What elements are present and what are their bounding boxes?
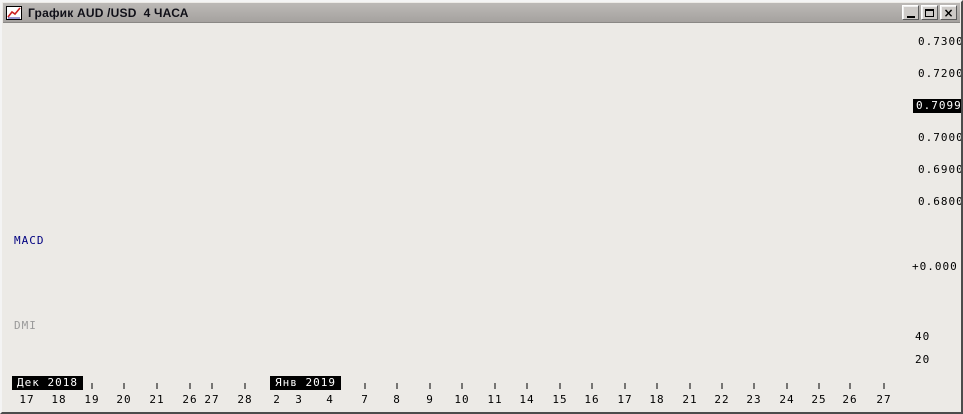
date-label: 16 (584, 393, 600, 406)
date-label: 27 (876, 393, 892, 406)
date-label: 21 (682, 393, 698, 406)
date-label: 8 (393, 393, 401, 406)
date-label: 23 (746, 393, 762, 406)
minimize-icon (906, 15, 915, 18)
date-label: 21 (149, 393, 165, 406)
date-label: 9 (426, 393, 434, 406)
date-label: 2 (273, 393, 281, 406)
price-label: 0.7300 (918, 35, 963, 48)
close-icon: × (943, 5, 954, 20)
date-label: 4 (326, 393, 334, 406)
dmi-scale-label: 20 (915, 353, 931, 366)
date-label: 18 (51, 393, 67, 406)
date-label: 10 (454, 393, 470, 406)
titlebar[interactable]: График AUD /USD 4 ЧАСА × (3, 3, 960, 23)
date-label: 25 (811, 393, 827, 406)
window-title: График AUD /USD 4 ЧАСА (28, 5, 189, 20)
maximize-icon (925, 8, 934, 17)
date-label: 7 (361, 393, 369, 406)
macd-zero-label: +0.000 (912, 260, 958, 273)
month-label: Дек 2018 (12, 376, 83, 390)
dmi-panel-title: DMI (14, 319, 37, 332)
chart-icon (6, 5, 23, 20)
minimize-button[interactable] (902, 5, 919, 20)
date-label: 19 (84, 393, 100, 406)
dmi-scale-label: 40 (915, 330, 931, 343)
date-label: 20 (116, 393, 132, 406)
date-label: 17 (19, 393, 35, 406)
close-button[interactable]: × (940, 5, 957, 20)
window-controls: × (902, 5, 957, 20)
date-label: 26 (182, 393, 198, 406)
current-price-badge: 0.7099 (913, 99, 961, 114)
date-label: 14 (519, 393, 535, 406)
price-label: 0.6900 (918, 163, 963, 176)
date-label: 28 (237, 393, 253, 406)
date-label: 18 (649, 393, 665, 406)
date-label: 27 (204, 393, 220, 406)
date-label: 15 (552, 393, 568, 406)
date-label: 11 (487, 393, 503, 406)
price-label: 0.6800 (918, 195, 963, 208)
price-label: 0.7200 (918, 67, 963, 80)
date-label: 22 (714, 393, 730, 406)
maximize-button[interactable] (921, 5, 938, 20)
month-label: Янв 2019 (270, 376, 341, 390)
date-label: 24 (779, 393, 795, 406)
date-label: 3 (295, 393, 303, 406)
date-label: 17 (617, 393, 633, 406)
macd-panel-title: MACD (14, 234, 45, 247)
date-axis (3, 23, 961, 412)
price-label: 0.7000 (918, 131, 963, 144)
date-label: 26 (842, 393, 858, 406)
